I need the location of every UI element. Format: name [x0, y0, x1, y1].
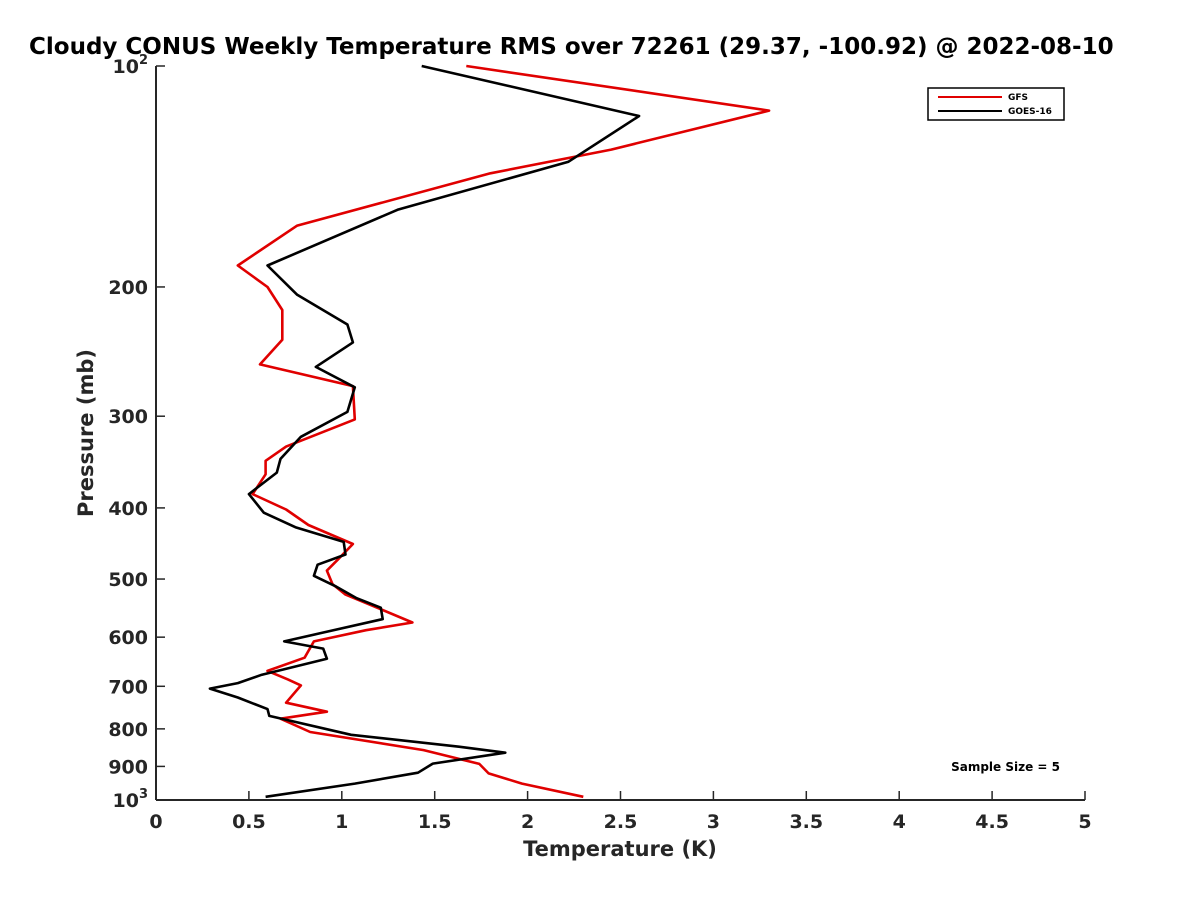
y-tick-label: 600 — [108, 627, 148, 649]
x-tick-label: 1 — [335, 811, 348, 833]
x-ticks: 0 0.5 1 1.5 2 2.5 3 3.5 4 4.5 5 — [149, 791, 1092, 833]
x-tick-label: 3 — [707, 811, 720, 833]
legend-label-gfs: GFS — [1008, 93, 1028, 103]
y-tick-label: 300 — [108, 406, 148, 428]
y-tick-label: 500 — [108, 569, 148, 591]
sample-size-annotation: Sample Size = 5 — [951, 760, 1060, 774]
x-tick-label: 5 — [1078, 811, 1091, 833]
x-tick-label: 2 — [521, 811, 534, 833]
legend: GFS GOES-16 — [927, 87, 1065, 121]
y-tick-label: 900 — [108, 756, 148, 778]
y-tick-label: 400 — [108, 498, 148, 520]
legend-label-goes16: GOES-16 — [1008, 107, 1052, 117]
x-tick-label: 4 — [893, 811, 906, 833]
y-ticks: 102 200 300 400 500 600 700 800 900 103 — [108, 53, 165, 812]
x-tick-label: 4.5 — [975, 811, 1009, 833]
x-tick-label: 2.5 — [604, 811, 638, 833]
legend-box — [927, 87, 1065, 121]
y-tick-label: 102 — [113, 53, 149, 78]
y-axis-label: Pressure (mb) — [74, 349, 98, 517]
x-axis-label: Temperature (K) — [523, 837, 717, 861]
y-tick-label: 200 — [108, 277, 148, 299]
x-tick-label: 3.5 — [789, 811, 823, 833]
chart-title: Cloudy CONUS Weekly Temperature RMS over… — [29, 34, 1114, 60]
series-line-gfs — [236, 64, 771, 799]
y-tick-label: 103 — [113, 787, 149, 812]
y-tick-label: 800 — [108, 719, 148, 741]
series-layer — [208, 64, 771, 799]
plot-area — [156, 66, 1085, 800]
series-line-goes16 — [208, 64, 641, 799]
x-tick-label: 1.5 — [418, 811, 452, 833]
x-tick-label: 0 — [149, 811, 162, 833]
x-tick-label: 0.5 — [232, 811, 266, 833]
y-tick-label: 700 — [108, 676, 148, 698]
